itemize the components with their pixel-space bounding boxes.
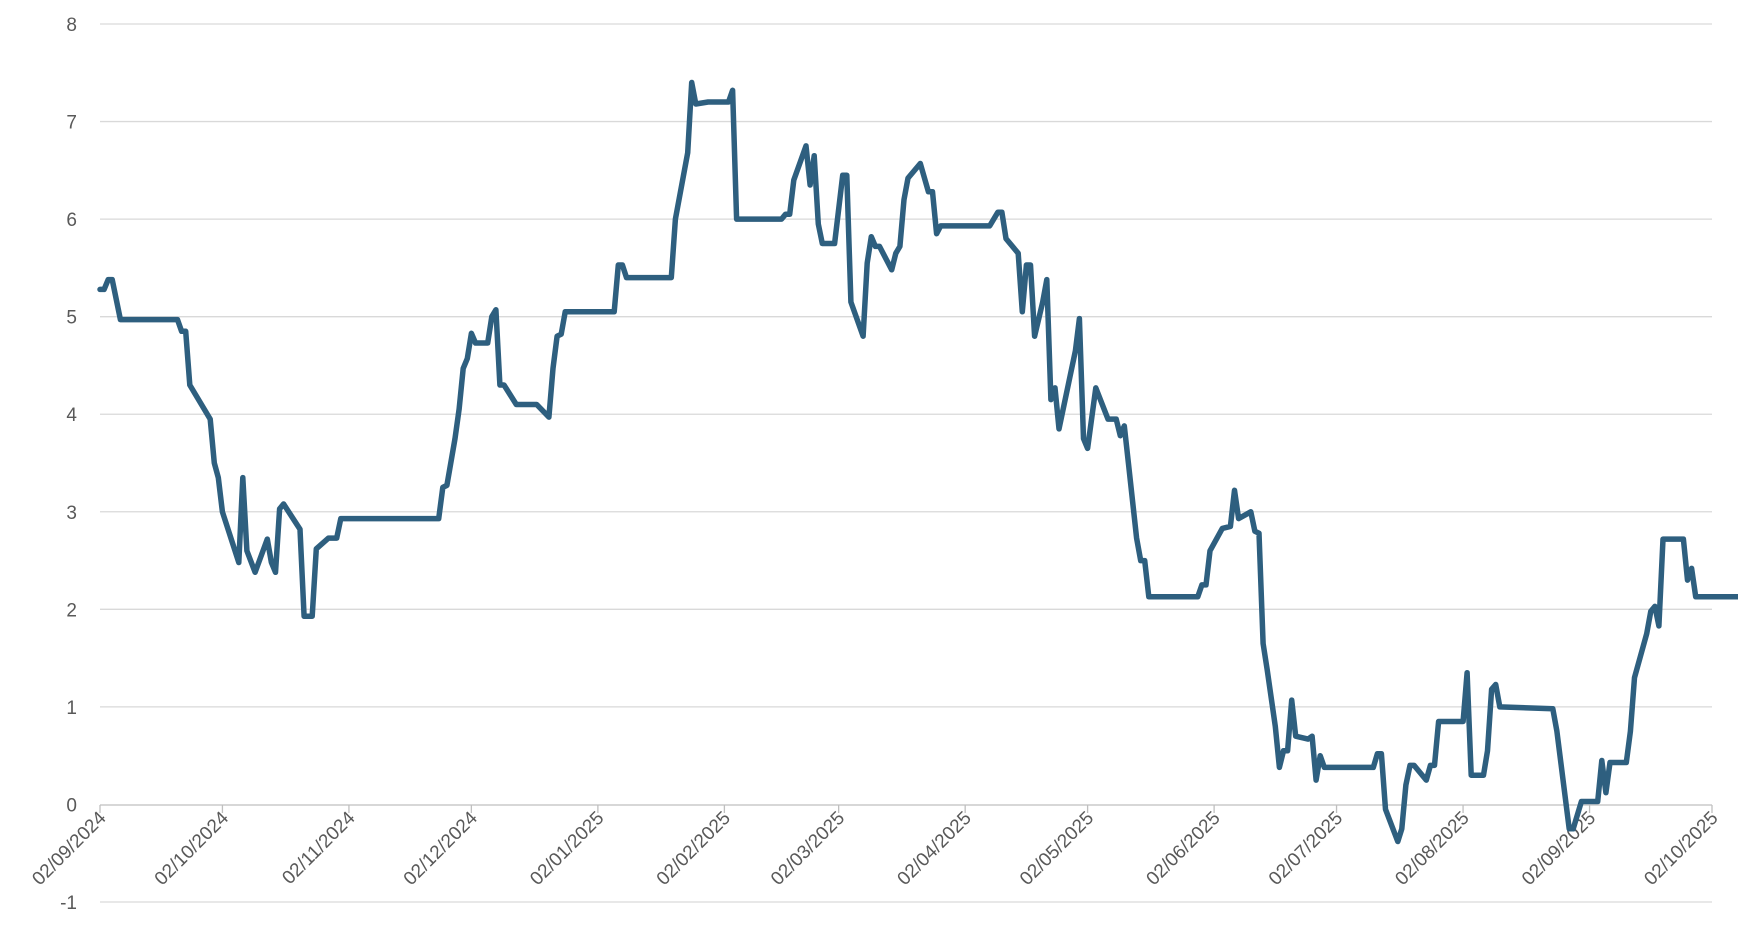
- x-tick-label: 02/11/2024: [278, 807, 359, 888]
- y-tick-label: 3: [66, 503, 77, 524]
- y-tick-label: 2: [66, 600, 77, 621]
- y-tick-label: -1: [60, 893, 77, 914]
- y-tick-label: 4: [66, 405, 77, 426]
- y-tick-label: 1: [66, 698, 77, 719]
- x-tick-label: 02/04/2025: [894, 808, 976, 890]
- x-tick-label: 02/10/2024: [151, 807, 233, 889]
- x-tick-label: 02/10/2025: [1640, 808, 1722, 890]
- x-tick-label: 02/01/2025: [526, 808, 608, 890]
- x-tick-label: 02/05/2025: [1016, 808, 1098, 890]
- y-tick-label: 8: [66, 15, 77, 36]
- x-tick-label: 02/02/2025: [653, 808, 735, 890]
- x-tick-label: 02/09/2025: [1518, 808, 1600, 890]
- y-tick-label: 5: [66, 308, 77, 329]
- series-line-1: [97, 79, 1738, 845]
- x-tick-label: 02/12/2024: [400, 807, 482, 889]
- y-tick-label: 7: [66, 113, 77, 134]
- y-axis-ticks: 8 7 6 5 4 3 2 1 0 -1: [60, 15, 77, 914]
- x-tick-label: 02/03/2025: [767, 808, 849, 890]
- x-tick-label: 02/06/2025: [1143, 808, 1225, 890]
- x-tick-label: 02/09/2024: [28, 807, 110, 889]
- x-tick-label: 02/07/2025: [1265, 808, 1347, 890]
- gridlines: [100, 23, 1712, 903]
- x-axis: 02/09/2024 02/10/2024 02/11/2024 02/12/2024…: [28, 804, 1723, 890]
- y-tick-label: 6: [66, 210, 77, 231]
- series-group: [97, 79, 1738, 845]
- y-tick-label: 0: [66, 795, 77, 816]
